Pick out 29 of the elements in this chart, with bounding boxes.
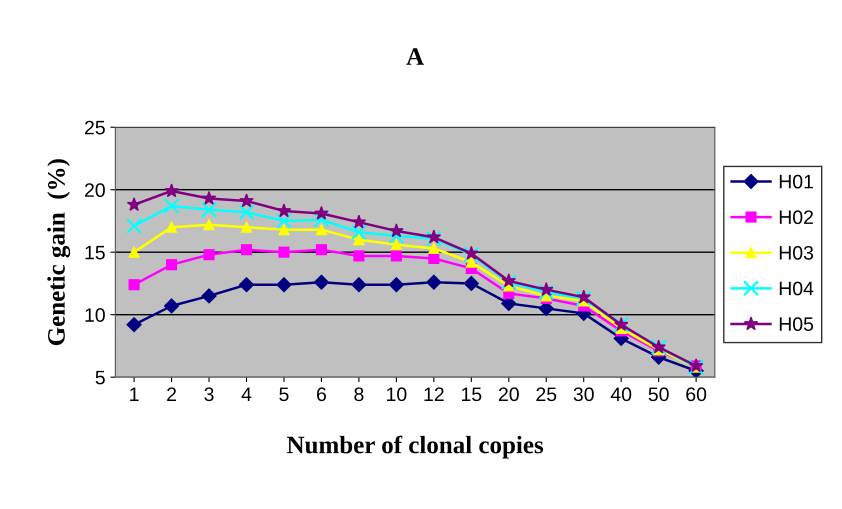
- x-tick-label: 25: [536, 387, 556, 402]
- legend-label: H03: [780, 246, 814, 260]
- legend-label: H04: [780, 282, 814, 296]
- x-tick-label: 10: [387, 387, 406, 402]
- x-tick-label: 50: [648, 387, 669, 402]
- x-tick-label: 40: [610, 387, 632, 402]
- x-axis-title: Number of clonal copies: [286, 436, 544, 458]
- y-tick-label: 10: [85, 308, 105, 322]
- chart-title: A: [406, 48, 424, 65]
- x-tick-label: 5: [279, 388, 289, 402]
- x-tick-label: 4: [242, 388, 252, 401]
- x-tick-label: 3: [204, 387, 214, 402]
- y-tick-label: 20: [84, 183, 105, 197]
- legend-label: H01: [780, 174, 813, 188]
- legend-label: H05: [780, 317, 814, 331]
- y-axis-title: Genetic gain (%): [47, 159, 70, 346]
- x-tick-label: 60: [686, 387, 706, 402]
- y-tick-label: 5: [96, 370, 105, 384]
- x-tick-label: 20: [498, 387, 519, 402]
- x-tick-label: 15: [462, 388, 482, 402]
- y-tick-label: 15: [85, 246, 105, 260]
- y-tick-label: 25: [84, 120, 105, 134]
- x-tick-label: 6: [317, 387, 326, 402]
- x-tick-label: 30: [574, 387, 594, 402]
- x-tick-label: 2: [167, 387, 176, 401]
- legend-label: H02: [780, 210, 813, 224]
- x-tick-label: 1: [130, 388, 139, 401]
- x-tick-label: 12: [424, 387, 444, 401]
- x-tick-label: 8: [354, 387, 364, 402]
